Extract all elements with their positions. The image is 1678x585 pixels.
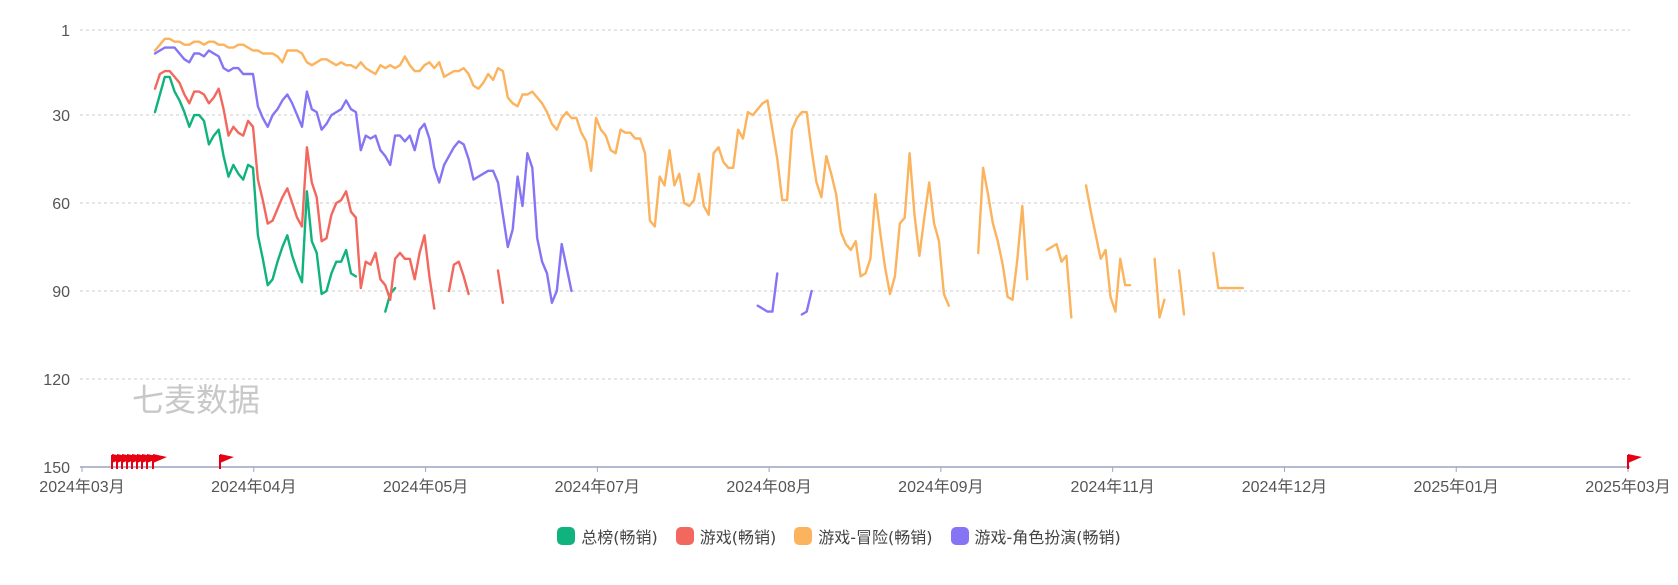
y-tick-label: 90 <box>52 284 70 301</box>
red-flag-icon[interactable] <box>152 454 167 469</box>
series-line[interactable] <box>153 46 573 304</box>
red-flag-icon[interactable] <box>1627 454 1642 469</box>
legend: 总榜(畅销) 游戏(畅销) 游戏-冒险(畅销) 游戏-角色扮演(畅销) <box>0 524 1678 548</box>
x-tick-label: 2024年05月 <box>383 478 468 496</box>
series-3 <box>153 46 813 316</box>
red-flag-icon[interactable] <box>219 454 234 469</box>
series-lines <box>153 37 1245 319</box>
series-1 <box>153 69 505 310</box>
x-tick-label: 2024年11月 <box>1071 478 1155 496</box>
legend-label: 游戏(畅销) <box>699 528 777 547</box>
x-tick-label: 2024年08月 <box>726 478 811 496</box>
event-flags <box>111 454 1642 469</box>
series-line[interactable] <box>1084 184 1132 313</box>
x-tick-label: 2024年04月 <box>211 478 296 496</box>
x-tick-label: 2025年03月 <box>1585 478 1670 496</box>
y-tick-label: 60 <box>52 196 70 213</box>
series-line[interactable] <box>153 37 950 307</box>
legend-label: 游戏-冒险(畅销) <box>818 528 933 547</box>
x-tick-label: 2025年01月 <box>1414 478 1499 496</box>
series-line[interactable] <box>153 69 436 310</box>
y-tick-label: 1 <box>61 23 70 40</box>
series-line[interactable] <box>1212 251 1245 290</box>
legend-label: 游戏-角色扮演(畅销) <box>974 528 1121 547</box>
y-axis-ticks: 1 30 60 90 120 150 <box>43 23 70 477</box>
y-tick-label: 30 <box>52 108 70 125</box>
x-axis-ticks: 2024年03月 2024年04月 2024年05月 2024年07月 2024年08月… <box>39 467 1671 496</box>
series-line[interactable] <box>1177 269 1186 316</box>
series-line[interactable] <box>447 260 470 296</box>
x-tick-label: 2024年07月 <box>555 478 640 496</box>
series-line[interactable] <box>977 166 1029 301</box>
y-tick-label: 120 <box>43 372 70 389</box>
series-line[interactable] <box>153 75 358 296</box>
y-tick-label: 150 <box>43 460 70 477</box>
legend-swatch <box>794 527 813 545</box>
series-2 <box>153 37 1245 319</box>
grid-lines <box>80 29 1630 468</box>
legend-item-adventure[interactable]: 游戏-冒险(畅销) <box>794 524 933 548</box>
legend-item-rpg[interactable]: 游戏-角色扮演(畅销) <box>950 524 1121 548</box>
x-tick-label: 2024年12月 <box>1242 478 1327 496</box>
legend-swatch <box>557 527 576 545</box>
legend-label: 总榜(畅销) <box>581 528 658 547</box>
watermark: 七麦数据 <box>132 381 260 419</box>
series-line[interactable] <box>1045 242 1073 319</box>
x-tick-label: 2024年09月 <box>898 478 983 496</box>
series-line[interactable] <box>756 272 779 313</box>
legend-swatch <box>950 527 969 545</box>
series-line[interactable] <box>800 289 813 316</box>
legend-item-games[interactable]: 游戏(畅销) <box>675 524 777 548</box>
legend-swatch <box>675 527 694 545</box>
series-line[interactable] <box>1153 257 1166 319</box>
x-tick-label: 2024年03月 <box>39 478 124 496</box>
legend-item-overall[interactable]: 总榜(畅销) <box>557 524 658 548</box>
series-line[interactable] <box>496 269 505 304</box>
